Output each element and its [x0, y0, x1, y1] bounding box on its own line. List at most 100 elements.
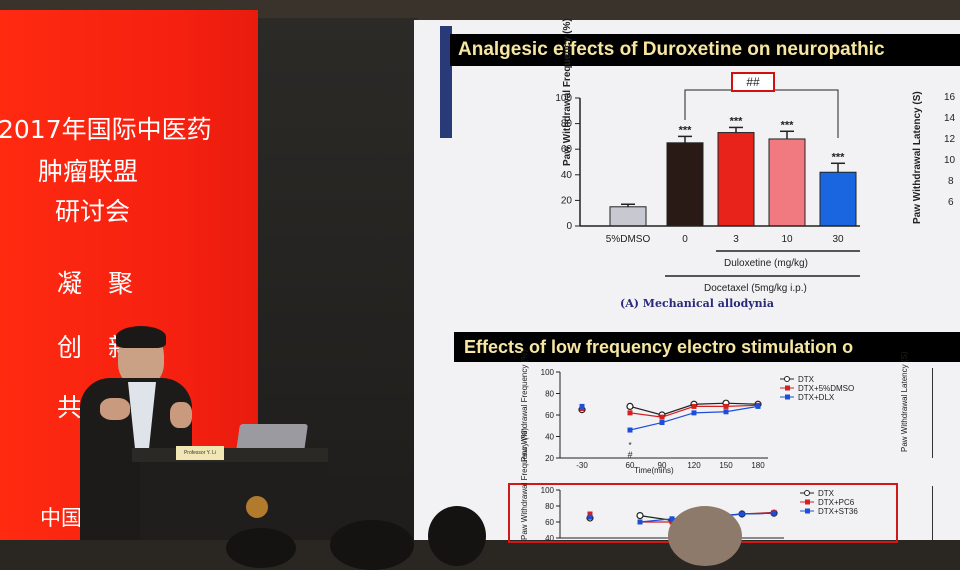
- banner-char: 凝: [57, 269, 83, 298]
- slide-title-bottom: Effects of low frequency electro stimula…: [454, 332, 960, 362]
- x-tick-label: 3: [733, 234, 739, 245]
- podium-emblem: [246, 496, 268, 518]
- data-point: [627, 410, 633, 416]
- significance-marker: ***: [679, 124, 693, 136]
- significance-marker: ***: [832, 151, 846, 163]
- data-point: [723, 403, 729, 409]
- podium: [140, 448, 328, 540]
- projection-screen: [414, 20, 960, 540]
- audience-head: [428, 506, 486, 566]
- audience-head: [226, 528, 296, 568]
- legend-label: DTX+DLX: [798, 393, 835, 402]
- slide-title-top: Analgesic effects of Duroxetine on neuro…: [450, 34, 960, 66]
- banner-bottom-text: 中国: [40, 506, 82, 530]
- legend-marker: [784, 376, 790, 382]
- bar-chart: 0 20 40 60 80 100 5%DMSO *** 0 *** 3 *** 10 *** 30: [555, 89, 860, 277]
- annotation-marker: #: [627, 450, 632, 460]
- significance-marker: ***: [781, 119, 795, 131]
- right-latency-label-top: Paw Withdrawal Latency (S): [900, 351, 909, 452]
- y-tick-label: 100: [541, 486, 555, 495]
- data-point: [626, 402, 634, 411]
- series-line: [629, 405, 759, 431]
- right-chart-ylabel: Paw Withdrawal Latency (S): [912, 91, 923, 224]
- data-point: [637, 519, 643, 525]
- significance-bracket-label: ##: [731, 72, 775, 92]
- data-point: [627, 427, 633, 433]
- podium-nameplate: Professor Y. Li: [176, 446, 224, 460]
- data-point: [771, 510, 777, 516]
- audience-head: [668, 506, 742, 566]
- legend-label: DTX: [818, 489, 835, 498]
- line-chart-bottom-ylabel: Paw Withdrawal Frequency (%): [520, 427, 529, 540]
- banner-char: 创: [57, 333, 83, 362]
- y-tick-label: 60: [545, 411, 554, 420]
- data-point: [636, 512, 644, 520]
- data-point: [755, 403, 761, 409]
- data-point: [659, 414, 665, 420]
- x-tick-label: 30: [832, 234, 844, 245]
- podium-top: [132, 448, 328, 462]
- y-tick-label: 100: [541, 368, 555, 377]
- y-tick-label: 100: [555, 93, 572, 104]
- speaker-hand: [100, 398, 130, 420]
- legend-label: DTX+ST36: [818, 507, 858, 516]
- data-point: [669, 516, 675, 522]
- right-tick: 8: [948, 176, 954, 187]
- y-tick-label: 40: [545, 433, 554, 442]
- right-tick: 14: [944, 113, 956, 124]
- x-tick-label: 120: [687, 461, 701, 470]
- y-tick-label: 60: [561, 144, 573, 155]
- data-point: [659, 420, 665, 426]
- legend-label: DTX+5%DMSO: [798, 384, 854, 393]
- data-point: [691, 403, 697, 409]
- data-point: [587, 514, 593, 520]
- axis-line: [932, 368, 933, 458]
- data-point: [579, 403, 585, 409]
- legend-label: DTX+PC6: [818, 498, 855, 507]
- bar-chart-ylabel: Paw Withdrawal Frequency (%): [562, 18, 573, 166]
- y-tick-label: 0: [566, 221, 572, 232]
- legend-marker: [785, 385, 790, 391]
- y-tick-label: 40: [545, 534, 554, 540]
- legend-marker: [785, 394, 790, 400]
- x-tick-label: 0: [682, 234, 688, 245]
- significance-bracket: [684, 89, 839, 138]
- right-tick: 12: [944, 134, 956, 145]
- legend-label: DTX: [798, 375, 815, 384]
- line-chart-top: 20 40 60 80 100 -30 60 90 120 150 180 DTXDTX+5%DMSO…: [541, 368, 855, 470]
- bar: [717, 132, 755, 227]
- audience-head: [330, 520, 414, 570]
- banner-title-line1: 2017年国际中医药: [0, 115, 212, 144]
- data-point: [587, 511, 593, 517]
- bar: [609, 206, 647, 227]
- banner-title-line2: 肿瘤联盟: [38, 157, 139, 186]
- x-tick-label: 60: [626, 461, 635, 470]
- legend-marker: [805, 508, 810, 514]
- y-tick-label: 80: [545, 502, 554, 511]
- y-tick-label: 80: [545, 390, 554, 399]
- legend-marker: [805, 499, 810, 505]
- data-point: [723, 409, 729, 415]
- bar: [768, 138, 806, 227]
- y-tick-label: 20: [545, 454, 554, 463]
- y-tick-label: 80: [561, 119, 573, 130]
- slide-accent-bar: [440, 26, 452, 138]
- bar: [666, 142, 704, 227]
- treatment-axis-label: Docetaxel (5mg/kg i.p.): [704, 283, 807, 294]
- x-tick-label: -30: [576, 461, 588, 470]
- dose-axis-label: Duloxetine (mg/kg): [724, 258, 808, 269]
- bar: [819, 171, 857, 227]
- line-chart-top-xlabel: Time(mins): [634, 466, 674, 475]
- x-tick-label: 150: [719, 461, 733, 470]
- right-tick: 6: [948, 197, 954, 208]
- data-point: [691, 410, 697, 416]
- banner-title-line3: 研讨会: [55, 197, 131, 226]
- x-tick-label: 5%DMSO: [606, 234, 651, 245]
- y-tick-label: 40: [561, 170, 573, 181]
- x-tick-label: 10: [781, 234, 793, 245]
- y-tick-label: 60: [545, 518, 554, 527]
- annotation-marker: *: [628, 441, 631, 450]
- x-tick-label: 180: [751, 461, 765, 470]
- legend-marker: [804, 490, 810, 496]
